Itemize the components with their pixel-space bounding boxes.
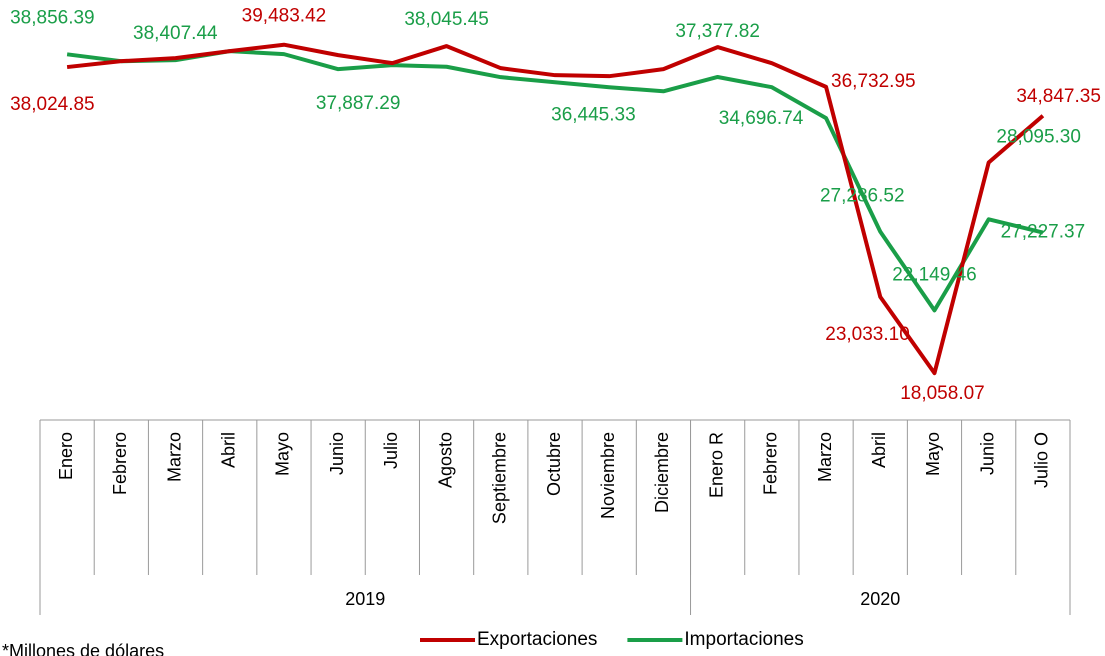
data-label: 27,286.52 bbox=[820, 186, 905, 207]
data-label: 36,445.33 bbox=[551, 104, 636, 125]
data-label: 34,847.35 bbox=[1016, 86, 1101, 107]
data-label: 36,732.95 bbox=[831, 71, 916, 92]
x-tick-label: Febrero bbox=[761, 432, 781, 495]
data-label: 38,856.39 bbox=[10, 7, 95, 28]
x-tick-label: Julio bbox=[381, 432, 401, 469]
legend-label: Exportaciones bbox=[477, 629, 597, 650]
x-tick-label: Abril bbox=[218, 432, 238, 468]
data-label: 37,377.82 bbox=[675, 21, 760, 42]
group-label: 2020 bbox=[860, 589, 900, 609]
x-tick-label: Enero bbox=[56, 432, 76, 480]
data-label: 27,227.37 bbox=[1001, 222, 1086, 243]
x-tick-label: Julio O bbox=[1032, 432, 1052, 488]
x-tick-label: Diciembre bbox=[652, 432, 672, 513]
data-label: 28,095.30 bbox=[996, 126, 1081, 147]
x-tick-label: Junio bbox=[327, 432, 347, 475]
data-label: 37,887.29 bbox=[316, 93, 401, 114]
x-tick-label: Junio bbox=[977, 432, 997, 475]
legend-label: Importaciones bbox=[684, 629, 803, 650]
series-line bbox=[66, 42, 1045, 376]
data-label: 38,024.85 bbox=[10, 94, 95, 115]
x-tick-label: Marzo bbox=[164, 432, 184, 482]
data-label: 38,045.45 bbox=[404, 9, 489, 30]
note: *Millones de dólares bbox=[2, 641, 164, 656]
data-label: 18,058.07 bbox=[900, 383, 985, 404]
data-label: 38,407.44 bbox=[133, 23, 218, 44]
x-tick-label: Septiembre bbox=[490, 432, 510, 524]
x-tick-label: Mayo bbox=[923, 432, 943, 476]
plot bbox=[66, 42, 1045, 376]
axis-frame: 2019 2020 Enero Febrero Marzo Abril Mayo Junio J… bbox=[39, 419, 1071, 615]
x-tick-label: Marzo bbox=[815, 432, 835, 482]
x-tick-label: Noviembre bbox=[598, 432, 618, 519]
x-tick-label: Agosto bbox=[435, 432, 455, 488]
group-label: 2019 bbox=[345, 589, 385, 609]
data-label: 22,149.46 bbox=[892, 264, 977, 285]
x-tick-label: Abril bbox=[869, 432, 889, 468]
data-label: 39,483.42 bbox=[242, 6, 327, 27]
x-tick-label: Enero R bbox=[706, 432, 726, 498]
data-label: 34,696.74 bbox=[719, 108, 804, 129]
x-tick-label: Febrero bbox=[110, 432, 130, 495]
data-labels: 38,024.85 39,483.42 36,732.95 23,033.10 18,0… bbox=[10, 6, 1101, 404]
x-tick-label: Mayo bbox=[273, 432, 293, 476]
x-tick-label: Octubre bbox=[544, 432, 564, 496]
data-label: 23,033.10 bbox=[825, 324, 910, 345]
